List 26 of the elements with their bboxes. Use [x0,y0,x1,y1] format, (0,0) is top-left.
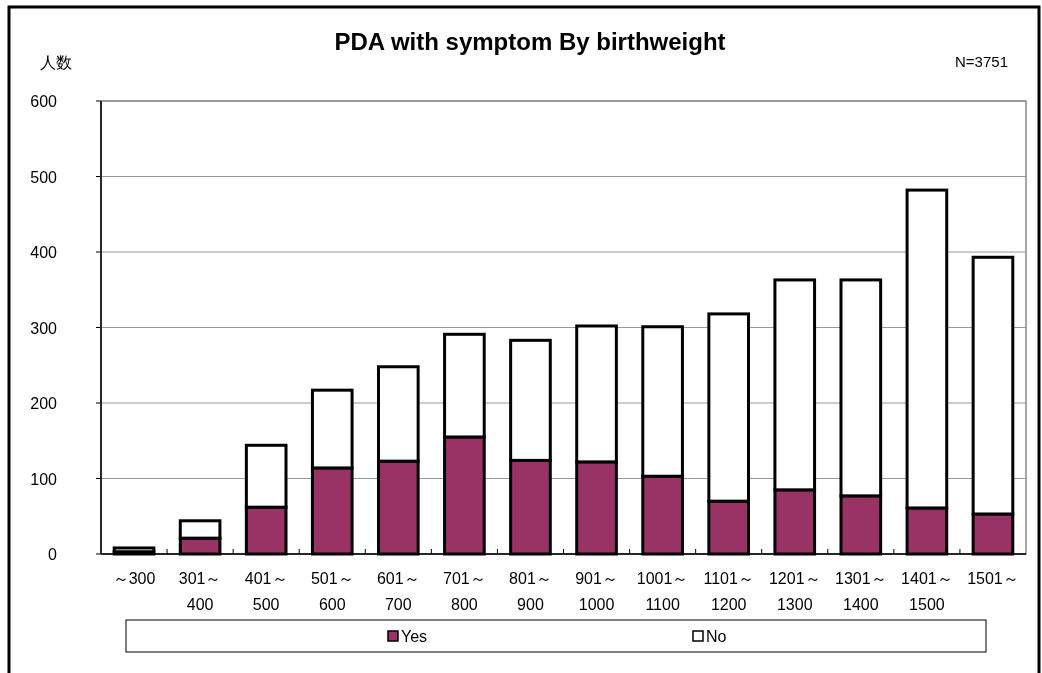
y-tick-label: 600 [30,93,58,110]
y-tick-label: 400 [30,244,58,261]
y-axis-title: 人数 [40,54,72,71]
text: N=3751 [955,53,1008,70]
y-tick-label: 300 [30,319,58,337]
x-tick-label: 301～400 [178,570,222,613]
y-tick-label: 500 [30,168,58,186]
legend-label: No [706,628,727,645]
x-tick-label: 701～800 [443,570,486,613]
x-tick-label: 1201～1300 [768,570,821,613]
x-tick-label: 1401～1500 [901,570,953,613]
x-tick-label: 901～1000 [575,570,618,613]
x-tick-label: 1001～1100 [636,570,689,613]
y-tick-label: 200 [30,395,58,412]
x-tick-label: 401～500 [244,570,288,613]
x-tick-label: 1501～ [967,570,1019,587]
y-tick-label: 0 [48,546,58,563]
x-tick-label: ～300 [112,570,156,587]
chart-title: PDA with symptom By birthweight [334,28,726,55]
x-tick-label: 1301～1400 [835,570,887,613]
x-tick-label: 501～600 [310,570,354,613]
y-tick-label: 100 [30,470,58,488]
x-tick-label: 801～900 [509,570,552,613]
x-tick-label: 601～700 [376,570,420,613]
x-tick-label: 1101～1200 [703,570,754,613]
legend-label: Yes [401,628,428,645]
